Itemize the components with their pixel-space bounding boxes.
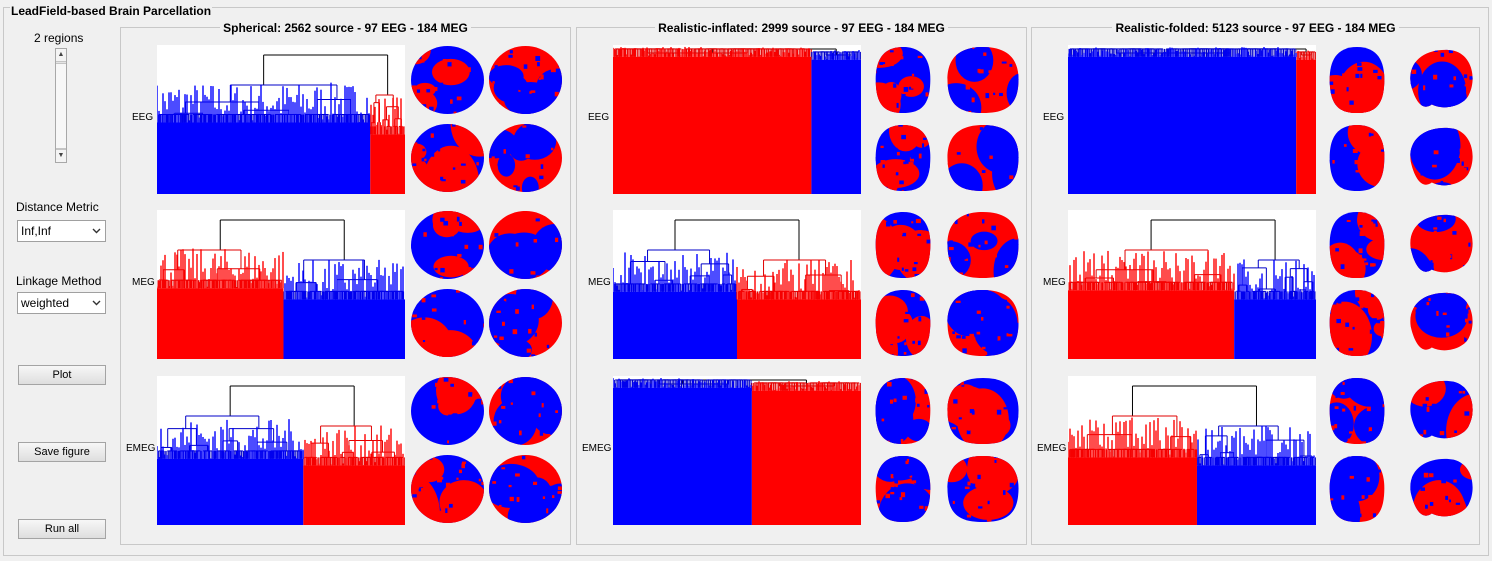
brain-parcellation-map [488,123,563,193]
cluster-right-mass [811,59,861,194]
cluster-right-mass [751,390,861,525]
dendrogram [613,376,861,525]
brain-parcellation-map [488,288,563,358]
row-label-eeg: EEG [1043,112,1065,123]
cluster-left-mass [1068,457,1197,525]
dendrogram [613,45,861,194]
cluster-right-mass [370,134,405,194]
cluster-left-mass [157,122,371,194]
row-label-eeg: EEG [588,112,610,123]
brain-parcellation-map [873,210,933,280]
brain-parcellation-map [944,376,1022,446]
dendrogram [1068,45,1316,194]
main-window-frame: LeadField-based Brain Parcellation [3,4,1489,556]
brain-parcellation-map [410,123,485,193]
plot-button[interactable]: Plot [18,365,106,385]
brain-parcellation-map [1399,376,1477,446]
panel-title: Realistic-inflated: 2999 source - 97 EEG… [655,21,948,35]
brain-parcellation-map [1399,210,1477,280]
brain-parcellation-map [1399,288,1477,358]
brain-parcellation-map [488,210,563,280]
cluster-right-mass [303,465,405,525]
row-label-eeg: EEG [132,112,154,123]
row-label-emeg: EMEG [1037,443,1067,454]
cluster-left-mass [613,387,752,525]
panel-folded: Realistic-folded: 5123 source - 97 EEG -… [1031,21,1480,545]
brain-parcellation-map [1327,376,1387,446]
brain-parcellation-map [410,45,485,115]
brain-parcellation-map [873,454,933,524]
brain-parcellation-map [944,210,1022,280]
cluster-right-mass [737,299,861,359]
dendrogram [157,45,405,194]
cluster-right-mass [283,299,405,359]
brain-parcellation-map [410,288,485,358]
brain-parcellation-map [1327,123,1387,193]
dendrogram [157,210,405,359]
brain-parcellation-map [488,454,563,524]
brain-parcellation-map [944,454,1022,524]
panel-sphere: Spherical: 2562 source - 97 EEG - 184 ME… [120,21,571,545]
brain-parcellation-map [410,376,485,446]
slider-up-arrow-icon[interactable]: ▲ [56,49,66,62]
brain-parcellation-map [488,45,563,115]
row-label-emeg: EMEG [582,443,612,454]
brain-parcellation-map [944,45,1022,115]
cluster-right-mass [1234,299,1316,359]
brain-parcellation-map [944,288,1022,358]
brain-parcellation-map [1327,288,1387,358]
linkage-method-value: weighted [21,296,70,310]
brain-parcellation-map [873,123,933,193]
slider-thumb[interactable] [56,63,66,149]
panel-inflated: Realistic-inflated: 2999 source - 97 EEG… [576,21,1027,545]
distance-metric-value: Inf,Inf [21,224,52,238]
cluster-left-mass [1068,290,1235,359]
linkage-method-select[interactable]: weighted [17,292,106,314]
row-label-meg: MEG [1043,277,1066,288]
cluster-left-mass [613,291,737,359]
linkage-method-label: Linkage Method [16,274,102,288]
regions-label: 2 regions [34,31,84,45]
row-label-meg: MEG [588,277,611,288]
panel-title: Spherical: 2562 source - 97 EEG - 184 ME… [220,21,471,35]
save-figure-button[interactable]: Save figure [18,442,106,462]
window-title: LeadField-based Brain Parcellation [10,4,213,18]
brain-parcellation-map [1399,454,1477,524]
dendrogram [1068,210,1316,359]
brain-parcellation-map [488,376,563,446]
run-all-button[interactable]: Run all [18,519,106,539]
cluster-right-mass [1296,59,1316,194]
distance-metric-select[interactable]: Inf,Inf [17,220,106,242]
brain-parcellation-map [1399,45,1477,115]
regions-slider[interactable]: ▲ ▼ [55,48,67,163]
chevron-down-icon [92,228,101,234]
dendrogram [613,210,861,359]
cluster-left-mass [157,288,284,359]
cluster-left-mass [157,458,304,525]
brain-parcellation-map [873,288,933,358]
brain-parcellation-map [410,210,485,280]
brain-parcellation-map [410,454,485,524]
brain-parcellation-map [1327,45,1387,115]
dendrogram [157,376,405,525]
brain-parcellation-map [873,376,933,446]
slider-down-arrow-icon[interactable]: ▼ [56,149,66,162]
brain-parcellation-map [1327,210,1387,280]
brain-parcellation-map [873,45,933,115]
chevron-down-icon [92,300,101,306]
brain-parcellation-map [944,123,1022,193]
dendrogram [1068,376,1316,525]
distance-metric-label: Distance Metric [16,200,99,214]
brain-parcellation-map [1399,123,1477,193]
panel-title: Realistic-folded: 5123 source - 97 EEG -… [1112,21,1399,35]
cluster-left-mass [613,56,812,194]
brain-parcellation-map [1327,454,1387,524]
cluster-left-mass [1068,56,1297,194]
cluster-right-mass [1196,465,1316,525]
row-label-emeg: EMEG [126,443,156,454]
row-label-meg: MEG [132,277,155,288]
